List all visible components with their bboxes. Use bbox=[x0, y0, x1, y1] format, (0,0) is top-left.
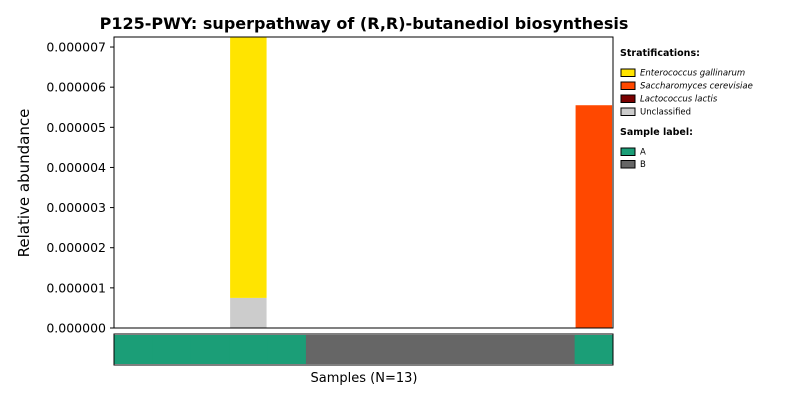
strip-frame bbox=[113, 333, 614, 366]
y-tick-label: 0.000002 bbox=[46, 240, 106, 255]
sample-label-cell bbox=[421, 335, 460, 364]
bar-segment bbox=[575, 105, 613, 328]
sample-label-cell bbox=[459, 335, 499, 364]
legend-sample-label-heading: Sample label: bbox=[620, 127, 693, 138]
sample-label-cell bbox=[305, 335, 345, 364]
legend-swatch bbox=[620, 81, 636, 90]
y-tick-label: 0.000007 bbox=[46, 40, 106, 55]
y-tick-label: 0.000003 bbox=[46, 200, 106, 215]
legend-swatch bbox=[620, 68, 636, 77]
sample-label-cell bbox=[267, 335, 307, 364]
sample-label-cell bbox=[344, 335, 384, 364]
legend: Stratifications: Enterococcus gallinarum… bbox=[620, 48, 753, 170]
legend-stratifications-heading: Stratifications: bbox=[620, 48, 700, 59]
sample-label-cell bbox=[152, 335, 192, 364]
y-axis: 0.000000 0.000001 0.000002 0.000003 0.000004… bbox=[46, 40, 114, 336]
legend-entry-label: Enterococcus gallinarum bbox=[640, 69, 745, 79]
y-tick-label: 0.000004 bbox=[46, 160, 106, 175]
y-axis-label: Relative abundance bbox=[15, 109, 33, 258]
chart-title: P125-PWY: superpathway of (R,R)-butanedi… bbox=[100, 14, 629, 33]
sample-label-strip bbox=[113, 333, 614, 366]
legend-entry-label: A bbox=[640, 148, 646, 158]
legend-entry-label: Lactococcus lactis bbox=[640, 95, 718, 105]
legend-sample-labels: AB bbox=[620, 147, 646, 170]
legend-swatch bbox=[620, 160, 636, 169]
strip-cells bbox=[114, 335, 613, 364]
legend-entry-label: B bbox=[640, 160, 646, 170]
bar-segment bbox=[230, 37, 267, 298]
bars-group bbox=[230, 37, 613, 328]
legend-swatch bbox=[620, 147, 636, 156]
sample-label-cell bbox=[190, 335, 230, 364]
x-axis-label: Samples (N=13) bbox=[311, 371, 418, 386]
bar-segment bbox=[230, 297, 267, 328]
legend-entry-label: Unclassified bbox=[640, 108, 691, 118]
y-tick-label: 0.000005 bbox=[46, 120, 106, 135]
y-tick-label: 0.000006 bbox=[46, 80, 106, 95]
sample-label-cell bbox=[114, 335, 153, 364]
sample-label-cell bbox=[497, 335, 537, 364]
y-tick-label: 0.000001 bbox=[46, 280, 106, 295]
y-tick-label: 0.000000 bbox=[46, 321, 106, 336]
legend-swatch bbox=[620, 107, 636, 116]
legend-entry-label: Saccharomyces cerevisiae bbox=[640, 82, 753, 92]
plot-frame bbox=[113, 36, 614, 329]
sample-label-cell bbox=[536, 335, 576, 364]
sample-label-cell bbox=[229, 335, 269, 364]
sample-label-cell bbox=[574, 335, 613, 364]
plot-area bbox=[113, 36, 614, 329]
legend-stratifications: Enterococcus gallinarum Saccharomyces cer… bbox=[620, 68, 753, 118]
sample-label-cell bbox=[382, 335, 422, 364]
legend-swatch bbox=[620, 94, 636, 103]
